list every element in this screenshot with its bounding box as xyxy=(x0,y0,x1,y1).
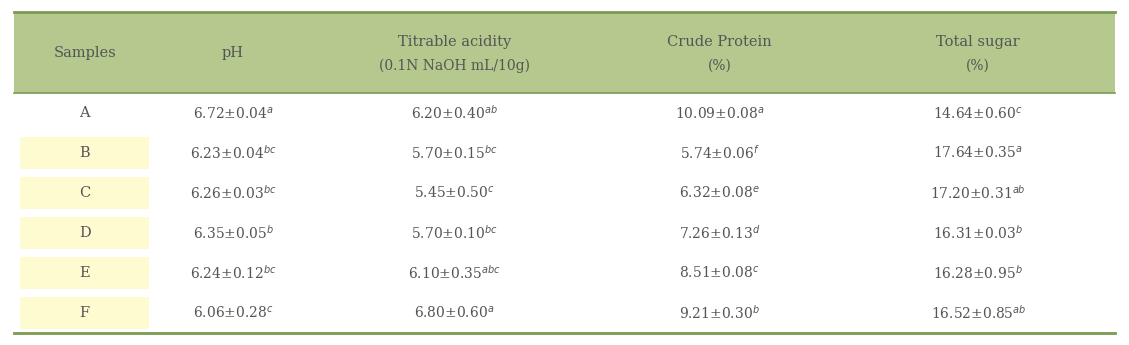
Text: 6.26±0.03$^{bc}$: 6.26±0.03$^{bc}$ xyxy=(190,184,277,202)
Bar xyxy=(14,173,1115,213)
Text: 6.23±0.04$^{bc}$: 6.23±0.04$^{bc}$ xyxy=(190,144,277,162)
Text: 17.20±0.31$^{ab}$: 17.20±0.31$^{ab}$ xyxy=(930,184,1026,202)
Text: 6.80±0.60$^{a}$: 6.80±0.60$^{a}$ xyxy=(414,305,495,321)
Text: 17.64±0.35$^{a}$: 17.64±0.35$^{a}$ xyxy=(934,145,1023,161)
Text: 16.28±0.95$^{b}$: 16.28±0.95$^{b}$ xyxy=(934,264,1023,282)
Text: F: F xyxy=(80,306,89,320)
Text: 10.09±0.08$^{a}$: 10.09±0.08$^{a}$ xyxy=(675,105,764,121)
Text: 6.35±0.05$^{b}$: 6.35±0.05$^{b}$ xyxy=(193,224,273,242)
Text: 16.52±0.85$^{ab}$: 16.52±0.85$^{ab}$ xyxy=(930,304,1026,322)
Text: 5.70±0.15$^{bc}$: 5.70±0.15$^{bc}$ xyxy=(411,144,498,162)
Text: C: C xyxy=(79,186,90,200)
Text: 5.70±0.10$^{bc}$: 5.70±0.10$^{bc}$ xyxy=(411,224,498,242)
Text: Crude Protein: Crude Protein xyxy=(667,35,772,49)
Text: 9.21±0.30$^{b}$: 9.21±0.30$^{b}$ xyxy=(680,304,760,322)
Text: (%): (%) xyxy=(708,59,732,73)
Bar xyxy=(20,137,149,169)
Text: 5.45±0.50$^{c}$: 5.45±0.50$^{c}$ xyxy=(414,185,495,201)
Text: B: B xyxy=(79,146,90,160)
Text: Titrable acidity: Titrable acidity xyxy=(397,35,511,49)
Text: 7.26±0.13$^{d}$: 7.26±0.13$^{d}$ xyxy=(679,224,761,242)
Text: 14.64±0.60$^{c}$: 14.64±0.60$^{c}$ xyxy=(934,105,1023,121)
Text: 8.51±0.08$^{c}$: 8.51±0.08$^{c}$ xyxy=(680,265,760,281)
Text: (0.1N NaOH mL/10g): (0.1N NaOH mL/10g) xyxy=(379,59,530,73)
Bar xyxy=(14,293,1115,333)
Bar xyxy=(14,133,1115,173)
Text: 6.06±0.28$^{c}$: 6.06±0.28$^{c}$ xyxy=(193,305,273,321)
Text: D: D xyxy=(79,226,90,240)
Text: 6.20±0.40$^{ab}$: 6.20±0.40$^{ab}$ xyxy=(411,104,498,122)
Text: E: E xyxy=(79,266,90,280)
Bar xyxy=(14,213,1115,253)
Bar xyxy=(14,93,1115,133)
Bar xyxy=(14,12,1115,93)
Text: A: A xyxy=(79,106,90,120)
Bar xyxy=(14,253,1115,293)
Text: 6.10±0.35$^{abc}$: 6.10±0.35$^{abc}$ xyxy=(408,264,501,282)
Text: Total sugar: Total sugar xyxy=(936,35,1021,49)
Text: (%): (%) xyxy=(966,59,990,73)
Text: 6.24±0.12$^{bc}$: 6.24±0.12$^{bc}$ xyxy=(190,264,277,282)
Bar xyxy=(20,217,149,249)
Text: 6.72±0.04$^{a}$: 6.72±0.04$^{a}$ xyxy=(193,105,273,121)
Text: Samples: Samples xyxy=(53,46,116,60)
Bar xyxy=(20,177,149,209)
Text: pH: pH xyxy=(222,46,244,60)
Text: 5.74±0.06$^{f}$: 5.74±0.06$^{f}$ xyxy=(680,144,760,162)
Bar xyxy=(20,297,149,329)
Bar xyxy=(20,257,149,289)
Text: 16.31±0.03$^{b}$: 16.31±0.03$^{b}$ xyxy=(934,224,1023,242)
Text: 6.32±0.08$^{e}$: 6.32±0.08$^{e}$ xyxy=(680,185,760,201)
